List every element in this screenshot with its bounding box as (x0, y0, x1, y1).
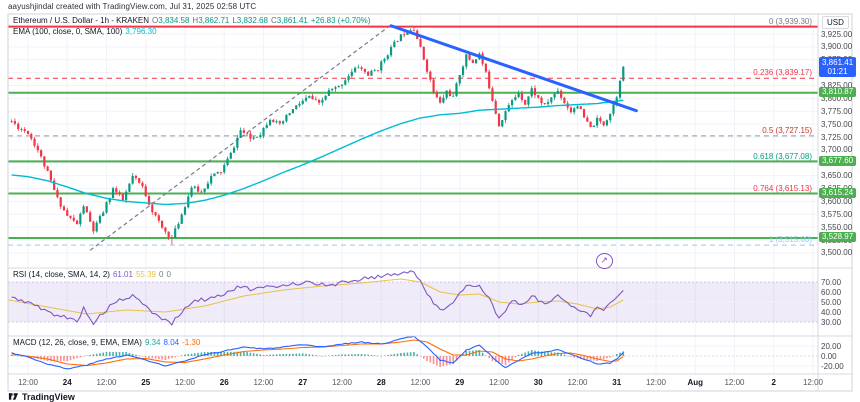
descending-blue-trendline (389, 24, 638, 113)
rsi-ma-line (8, 278, 624, 315)
ema-line (11, 99, 624, 206)
frame-border (7, 13, 853, 392)
candles-layer (10, 26, 625, 245)
tradingview-logo[interactable]: TradingView (8, 391, 75, 402)
tradingview-logo-icon (8, 393, 19, 400)
macd-histogram-layer (10, 350, 625, 367)
rsi-line (11, 270, 624, 326)
attribution-text: aayushjindal created with TradingView.co… (8, 2, 257, 11)
macd-line (11, 335, 624, 370)
tradingview-logo-text: TradingView (22, 391, 75, 402)
ascending-dashed-trendline (89, 26, 389, 251)
macd-signal-line (11, 339, 624, 367)
currency-toggle-button[interactable]: USD (822, 16, 849, 29)
